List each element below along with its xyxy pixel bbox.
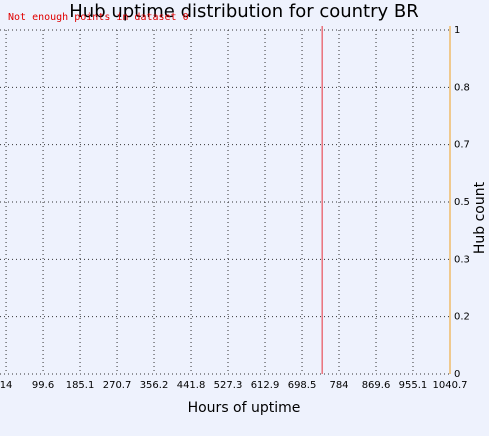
y-tick-label: 0 bbox=[454, 369, 460, 380]
x-tick-label: 698.5 bbox=[288, 380, 317, 391]
x-tick-label: 869.6 bbox=[362, 380, 391, 391]
x-tick-label: 784 bbox=[329, 380, 348, 391]
y-tick-label: 0.7 bbox=[454, 140, 470, 151]
y-axis-label: Hub count bbox=[472, 181, 488, 254]
y-tick-label: 0.2 bbox=[454, 312, 470, 323]
x-tick-label: 185.1 bbox=[66, 380, 95, 391]
y-tick-label: 0.8 bbox=[454, 82, 470, 93]
x-tick-label: 955.1 bbox=[399, 380, 428, 391]
chart-title: Hub uptime distribution for country BR bbox=[69, 1, 419, 22]
x-axis-label: Hours of uptime bbox=[188, 400, 301, 416]
x-tick-label: 270.7 bbox=[103, 380, 132, 391]
y-tick-label: 0.3 bbox=[454, 254, 470, 265]
y-tick-label: 1 bbox=[454, 25, 460, 36]
x-tick-label: 356.2 bbox=[140, 380, 169, 391]
x-tick-label: 612.9 bbox=[251, 380, 280, 391]
x-tick-label: 14 bbox=[0, 380, 12, 391]
x-tick-label: 1040.7 bbox=[433, 380, 468, 391]
x-tick-label: 441.8 bbox=[177, 380, 206, 391]
annotation: Not enough points in dataset 0 bbox=[8, 12, 189, 23]
x-tick-label: 99.6 bbox=[32, 380, 54, 391]
x-tick-label: 527.3 bbox=[214, 380, 243, 391]
y-tick-label: 0.5 bbox=[454, 197, 470, 208]
